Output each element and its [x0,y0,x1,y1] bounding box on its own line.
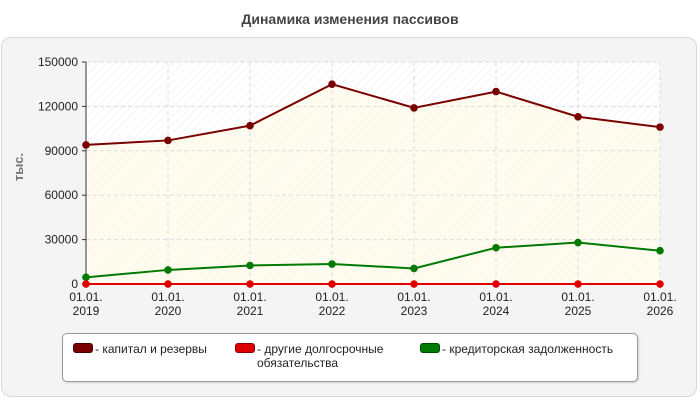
data-point [410,264,418,273]
data-point [574,238,582,247]
data-point [656,280,664,288]
x-tick-label: 01.01. 2023 [397,290,430,318]
area-fills [86,84,660,284]
x-tick-label: 01.01. 2026 [643,290,676,318]
data-point [656,246,664,255]
data-point [492,243,500,252]
x-tick-label: 01.01. 2020 [151,290,184,318]
series-line [85,83,661,146]
y-tick-label: 120000 [38,99,78,113]
y-tick-label: 90000 [45,144,79,158]
y-axis-label: тыс. [11,153,26,181]
data-point [328,280,336,288]
legend-label: - кредиторская задолженность [442,342,614,356]
y-tick-label: 0 [71,277,78,291]
data-point [328,80,336,88]
legend-label: - капитал и резервы [95,342,207,356]
series-line [85,241,661,279]
data-point [656,123,664,131]
x-tick-label: 01.01. 2019 [69,290,102,318]
y-tick-label: 60000 [45,188,79,202]
series-lines [85,83,661,285]
data-point [492,280,500,288]
y-tick-label: 30000 [45,233,79,247]
data-point [82,141,90,149]
legend-label: - другие долгосрочные обязательства [257,342,384,370]
data-point [82,273,90,282]
data-point [164,136,172,145]
legend-swatch-icon [73,343,93,353]
data-point [328,260,336,268]
data-point [246,121,254,130]
legend-swatch-icon [420,343,440,353]
data-point [574,112,582,121]
data-point [492,87,500,96]
x-tick-label: 01.01. 2021 [233,290,266,318]
series-area-fill [86,84,660,284]
x-tick-label: 01.01. 2022 [315,290,348,318]
data-point [246,261,254,270]
series-points [82,80,664,288]
data-point [410,104,418,112]
chart-legend: - капитал и резервы - другие долгосрочны… [62,333,638,382]
data-point [82,280,90,288]
data-point [164,280,172,288]
data-point [164,266,172,274]
x-tick-label: 01.01. 2024 [479,290,512,318]
data-point [246,280,254,288]
data-point [410,280,418,288]
data-point [574,280,582,288]
y-tick-label: 150000 [38,55,78,69]
chart-title: Динамика изменения пассивов [241,11,459,27]
legend-swatch-icon [235,343,255,353]
x-tick-label: 01.01. 2025 [561,290,594,318]
